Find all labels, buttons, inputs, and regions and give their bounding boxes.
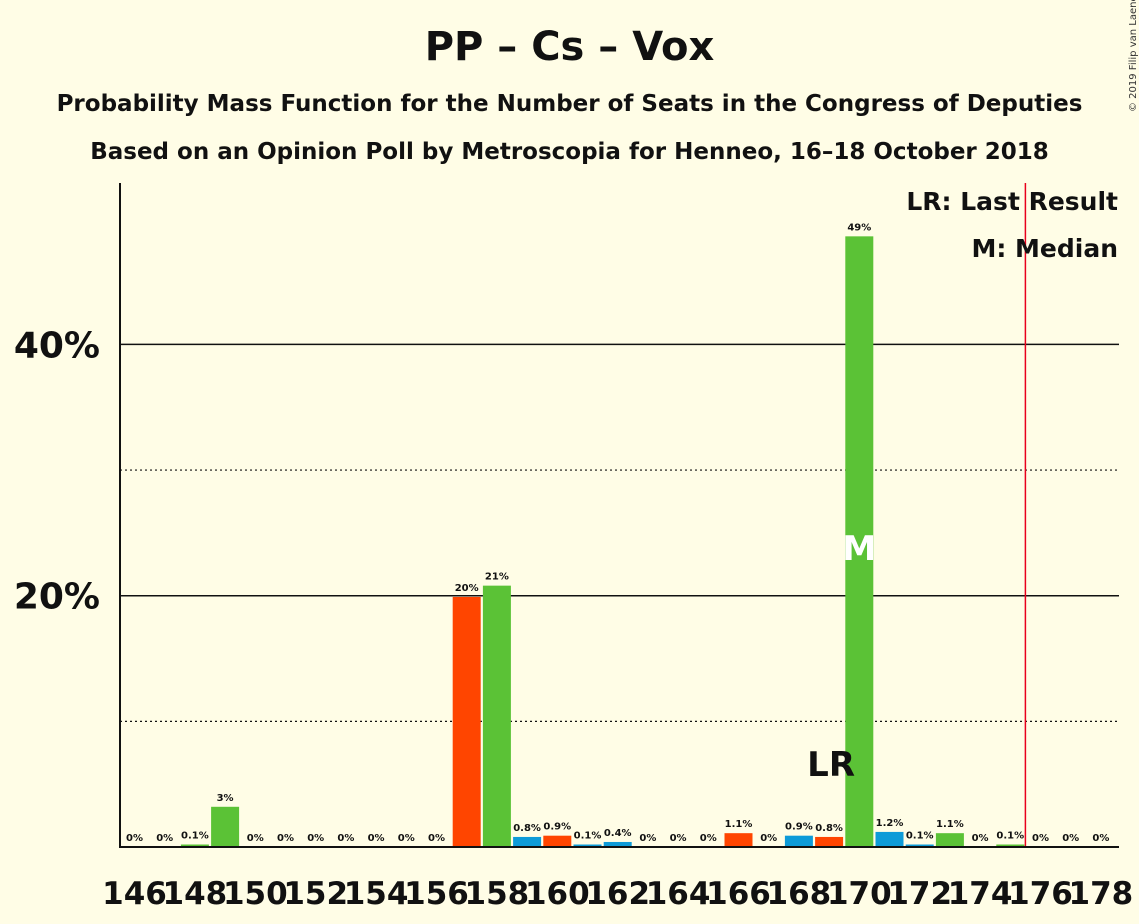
bar-value-label: 0% — [368, 833, 385, 844]
chart-subtitle-1: Probability Mass Function for the Number… — [56, 91, 1083, 117]
bar — [452, 596, 481, 847]
x-tick-label: 158 — [465, 876, 530, 912]
x-tick-label: 156 — [404, 876, 469, 912]
bar-value-label: 0% — [700, 833, 717, 844]
bar-value-label: 0% — [247, 833, 264, 844]
bar-value-label: 1.1% — [936, 819, 964, 830]
bar-value-label: 0% — [398, 833, 415, 844]
x-tick-label: 164 — [646, 876, 711, 912]
bar-value-label: 20% — [455, 583, 479, 594]
bar-value-label: 0% — [639, 833, 656, 844]
bar-value-label: 0.4% — [604, 828, 632, 839]
bar-value-label: 0% — [428, 833, 445, 844]
chart-subtitle-2: Based on an Opinion Poll by Metroscopia … — [90, 139, 1049, 165]
bar-value-label: 0% — [156, 833, 173, 844]
bar — [543, 835, 572, 847]
bar-value-label: 0% — [1032, 833, 1049, 844]
bar-value-label: 0.1% — [996, 831, 1024, 842]
bar-value-label: 0% — [1092, 833, 1109, 844]
x-tick-label: 146 — [102, 876, 167, 912]
bar — [211, 806, 240, 847]
bar — [180, 844, 209, 847]
bar-value-label: 0% — [670, 833, 687, 844]
chart-title: PP – Cs – Vox — [424, 24, 715, 70]
y-tick-label: 20% — [14, 577, 100, 618]
bar-value-label: 0% — [277, 833, 294, 844]
bar — [996, 844, 1025, 847]
x-tick-label: 166 — [706, 876, 771, 912]
bar-value-label: 0.9% — [785, 822, 813, 833]
bar-value-label: 3% — [217, 793, 234, 804]
bar-value-label: 1.1% — [725, 819, 753, 830]
bar-value-label: 0% — [126, 833, 143, 844]
bar-value-label: 0.1% — [906, 831, 934, 842]
x-tick-label: 174 — [948, 876, 1013, 912]
last-result-marker: LR — [807, 745, 855, 785]
bar — [513, 836, 542, 847]
x-tick-label: 176 — [1008, 876, 1073, 912]
bar — [482, 585, 511, 847]
bar — [603, 841, 632, 847]
bar-value-label: 0.1% — [181, 831, 209, 842]
bar-value-label: 0.8% — [815, 823, 843, 834]
x-tick-label: 170 — [827, 876, 892, 912]
median-marker: M — [842, 529, 876, 569]
bar-value-label: 0% — [760, 833, 777, 844]
bar-value-label: 21% — [485, 572, 509, 583]
x-tick-label: 150 — [223, 876, 288, 912]
bar — [875, 831, 904, 847]
bar-value-label: 49% — [847, 222, 871, 233]
bar-value-label: 0% — [307, 833, 324, 844]
bar-value-label: 0% — [1062, 833, 1079, 844]
bar — [784, 835, 813, 847]
bar — [573, 844, 602, 847]
bar-value-label: 0.1% — [574, 831, 602, 842]
bar — [905, 844, 934, 847]
x-tick-label: 178 — [1069, 876, 1134, 912]
bar — [815, 836, 844, 847]
x-tick-label: 154 — [344, 876, 409, 912]
x-tick-label: 152 — [283, 876, 348, 912]
bar — [724, 833, 753, 847]
bar-value-label: 0.8% — [513, 823, 541, 834]
bar — [845, 236, 874, 847]
x-tick-label: 172 — [887, 876, 952, 912]
legend-last-result: LR: Last Result — [906, 187, 1118, 216]
bar-value-label: 0% — [337, 833, 354, 844]
x-tick-label: 162 — [585, 876, 650, 912]
x-tick-label: 148 — [163, 876, 228, 912]
bar-value-label: 0% — [972, 833, 989, 844]
bar-value-label: 1.2% — [876, 818, 904, 829]
bar-value-label: 0.9% — [543, 822, 571, 833]
x-tick-label: 168 — [767, 876, 832, 912]
legend-median: M: Median — [971, 234, 1118, 263]
bar — [935, 833, 964, 847]
x-tick-label: 160 — [525, 876, 590, 912]
y-tick-label: 40% — [14, 325, 100, 366]
